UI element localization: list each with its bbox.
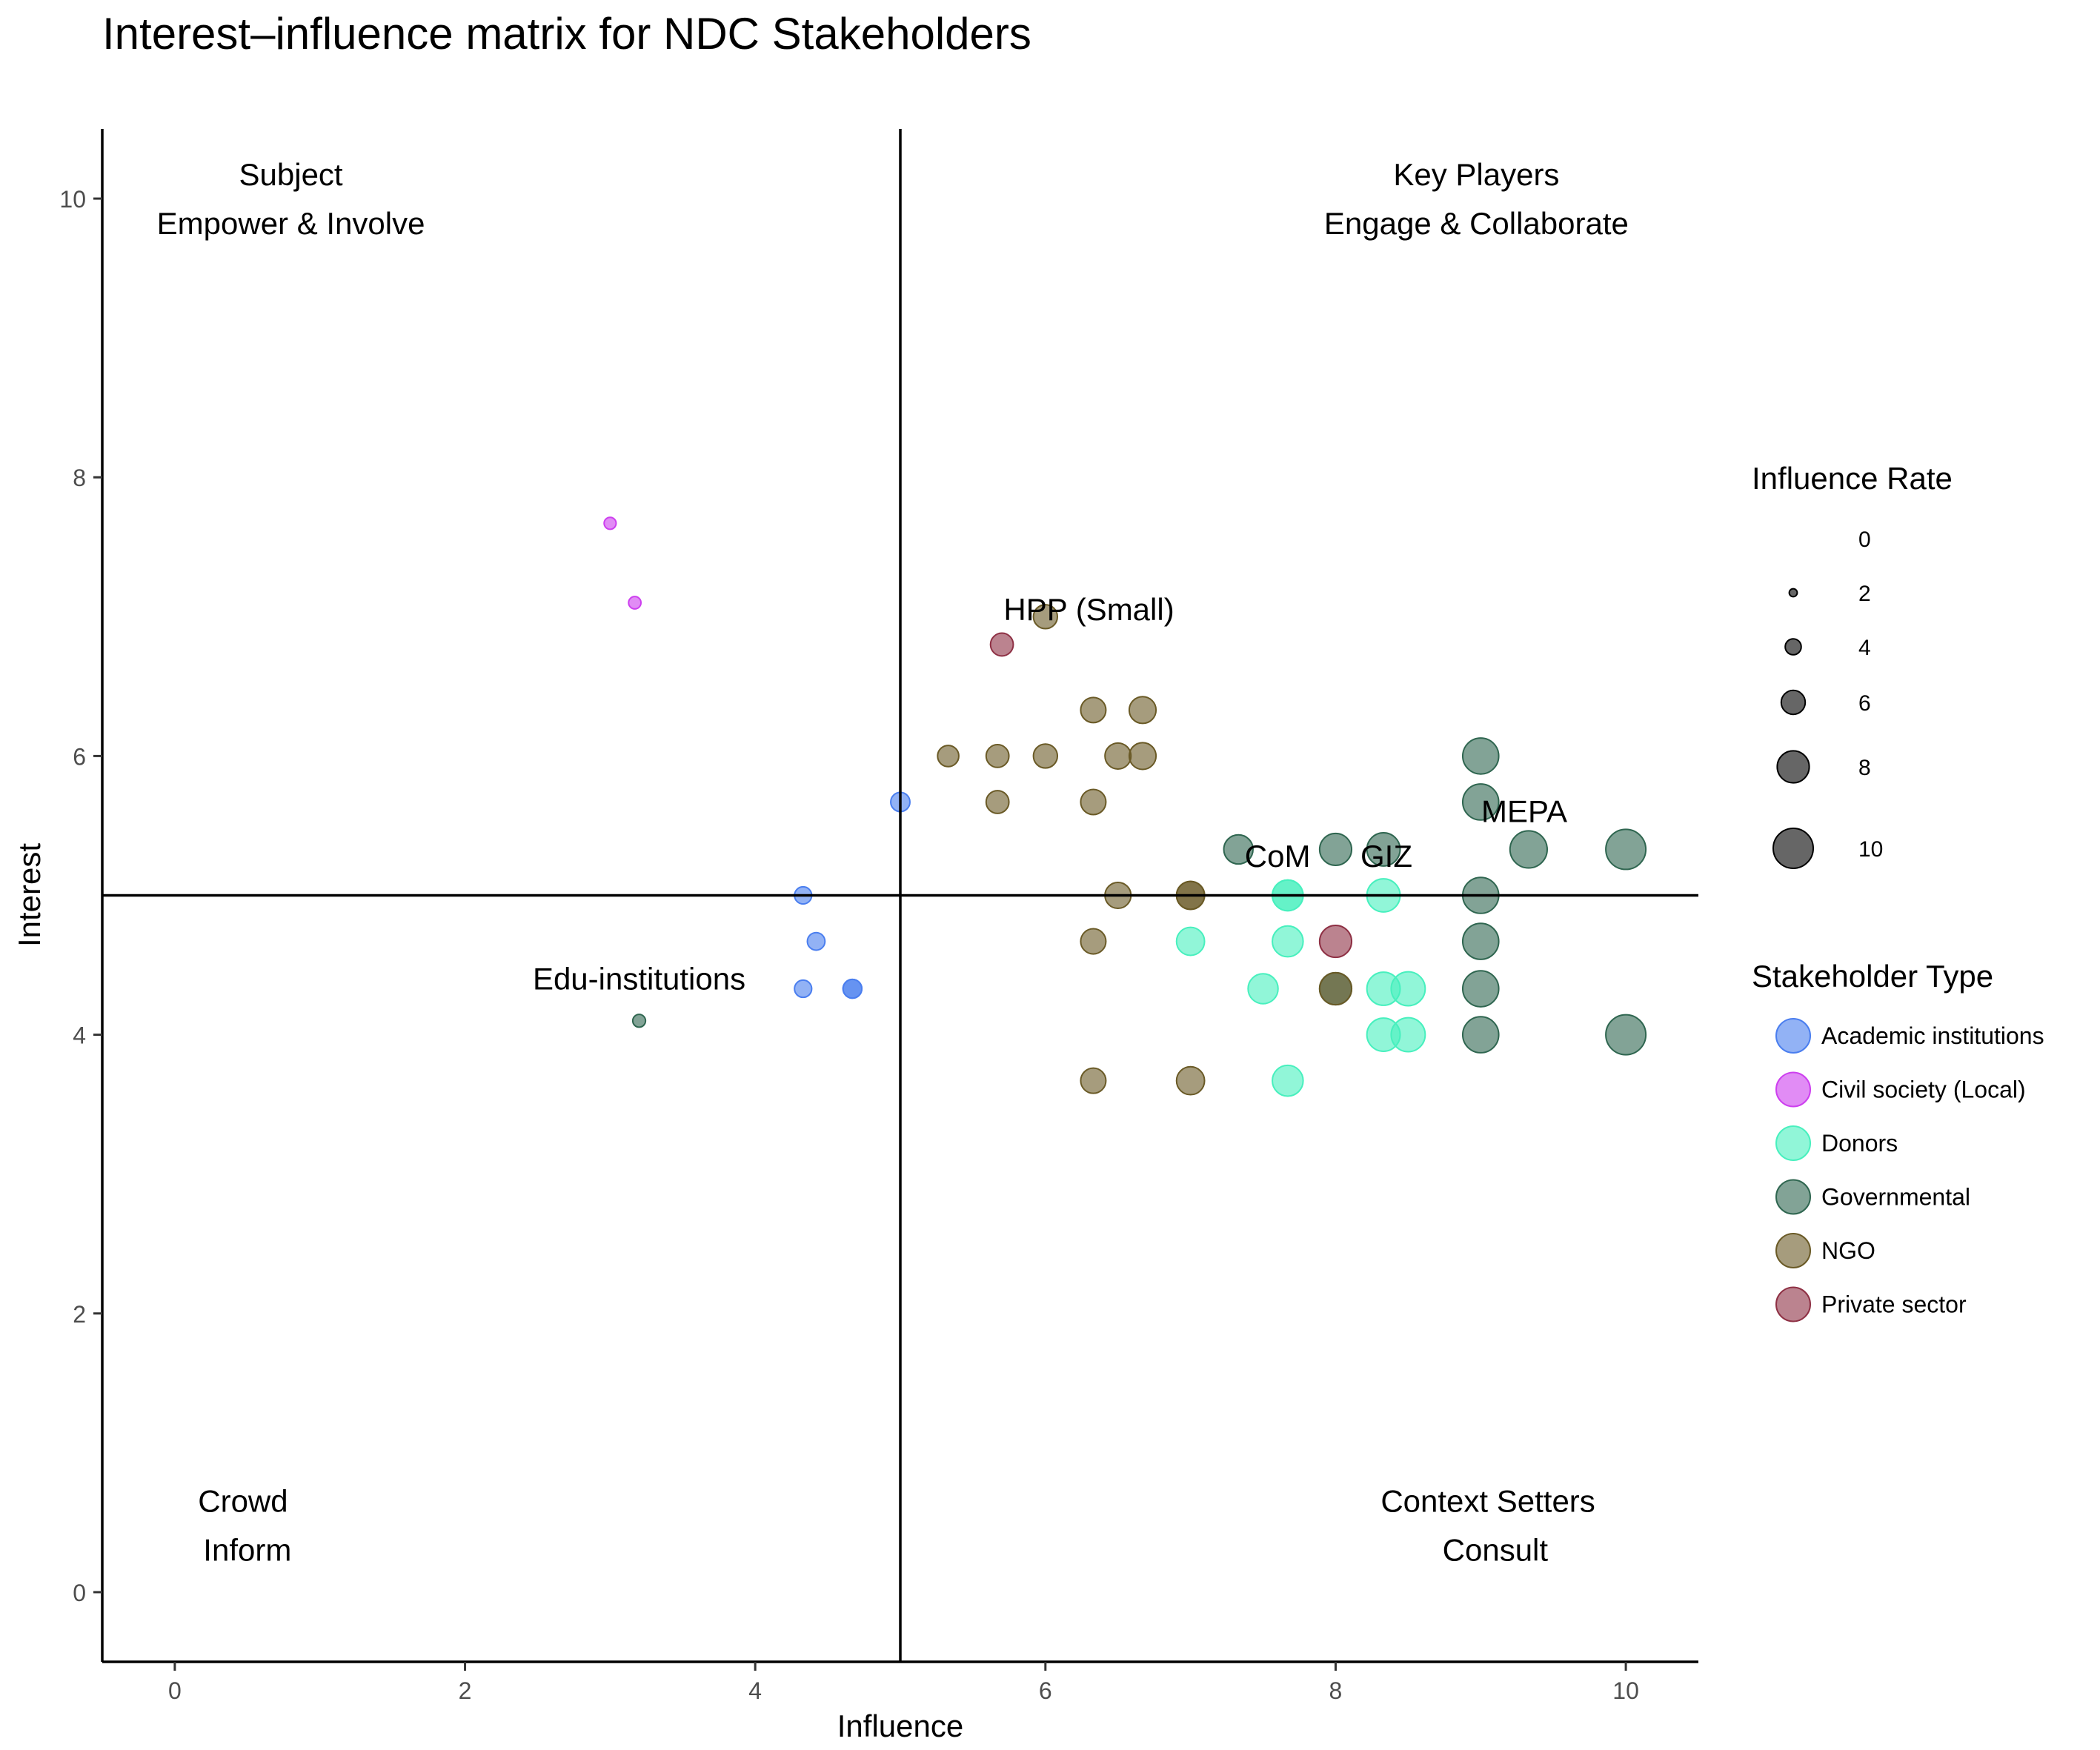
annotation-mepa: MEPA [1481, 794, 1567, 829]
chart-title: Interest–influence matrix for NDC Stakeh… [102, 9, 1031, 59]
quadrant-label-key-players: Key Players [1393, 157, 1559, 192]
point-ngo [1032, 743, 1059, 769]
point-governmental [1461, 737, 1500, 775]
point-governmental [631, 1014, 647, 1028]
point-governmental [1605, 1014, 1647, 1056]
color-legend-label: Private sector [1821, 1291, 1967, 1318]
size-legend-key [1776, 750, 1810, 784]
point-ngo [1080, 788, 1107, 816]
size-legend-label: 2 [1858, 582, 1871, 606]
x-tick-label: 2 [459, 1677, 472, 1704]
x-tick-label: 8 [1329, 1677, 1343, 1704]
point-ngo [985, 744, 1010, 768]
legends: Influence Rate 0 2 4 6 8 10 Stakeholder Type Aca… [1752, 461, 2044, 1323]
color-legend-label: Governmental [1821, 1184, 1970, 1211]
point-governmental [1509, 830, 1549, 869]
point-academic-institutions [806, 931, 826, 951]
size-legend-key [1780, 689, 1807, 716]
size-legend-label: 8 [1858, 756, 1871, 780]
y-axis-label: Interest [12, 843, 47, 947]
point-governmental [1366, 832, 1401, 867]
point-governmental [1461, 1016, 1500, 1054]
point-ngo [1080, 928, 1107, 955]
point-donors [1390, 971, 1426, 1007]
annotation-hpp-small: HPP (Small) [1003, 592, 1174, 627]
point-academic-institutions [794, 979, 813, 999]
point-ngo [937, 745, 960, 768]
color-legend-key-donors [1775, 1125, 1811, 1161]
y-tick-label: 6 [73, 743, 86, 770]
point-donors [1175, 926, 1206, 956]
x-tick-label: 0 [168, 1677, 182, 1704]
color-legend-label: Donors [1821, 1130, 1898, 1157]
point-governmental [1461, 970, 1500, 1008]
point-donors [1272, 925, 1304, 958]
point-ngo [1080, 1067, 1107, 1094]
point-ngo [985, 790, 1010, 814]
point-ngo [1104, 742, 1132, 770]
point-donors [1247, 973, 1279, 1005]
y-tick-label: 10 [59, 186, 86, 213]
point-governmental [1461, 783, 1500, 821]
quadrant-label-crowd: Crowd [198, 1484, 288, 1519]
point-ngo [1128, 742, 1157, 771]
point-ngo [1080, 696, 1107, 724]
point-ngo [1318, 971, 1353, 1006]
point-governmental [1318, 832, 1353, 867]
size-legend-key [1784, 638, 1802, 656]
color-legend-key-civil-society-local [1775, 1071, 1811, 1108]
x-tick-label: 6 [1039, 1677, 1052, 1704]
quadrant-label-context-setters: Context Setters [1380, 1484, 1595, 1519]
x-tick-label: 4 [748, 1677, 762, 1704]
points-layer [603, 516, 1647, 1097]
y-tick-label: 0 [73, 1580, 86, 1606]
quadrant-label-key-players-action: Engage & Collaborate [1324, 206, 1629, 241]
annotation-edu-institutions: Edu-institutions [533, 961, 745, 996]
quadrant-label-subject-action: Empower & Involve [157, 206, 425, 241]
color-legend-label: Academic institutions [1821, 1022, 2044, 1049]
x-tick-label: 10 [1612, 1677, 1639, 1704]
point-governmental [1461, 922, 1500, 960]
point-governmental [1605, 828, 1647, 871]
axes: 0 2 4 6 8 10 0 2 4 6 8 10 [59, 129, 1698, 1704]
point-private-sector [1318, 924, 1353, 959]
point-ngo [1128, 696, 1157, 725]
size-legend-title: Influence Rate [1752, 461, 1953, 496]
y-tick-label: 2 [73, 1301, 86, 1328]
color-legend-label: NGO [1821, 1237, 1875, 1264]
point-civil-society-local [603, 516, 617, 530]
quadrant-label-subject: Subject [239, 157, 343, 192]
quadrant-label-context-setters-action: Consult [1443, 1533, 1549, 1568]
text-labels: Subject Empower & Involve Key Players Engag… [157, 157, 1629, 1567]
point-civil-society-local [628, 596, 642, 610]
x-axis-label: Influence [837, 1709, 963, 1743]
annotation-com: CoM [1245, 839, 1311, 874]
point-academic-institutions [842, 978, 863, 999]
point-ngo [1032, 604, 1059, 630]
size-legend-label: 10 [1858, 837, 1883, 862]
color-legend-key-ngo [1775, 1233, 1811, 1268]
size-legend-label: 0 [1858, 528, 1871, 552]
size-legend-label: 6 [1858, 691, 1871, 716]
y-tick-label: 8 [73, 465, 86, 491]
point-donors [1272, 1064, 1304, 1097]
color-legend-label: Civil society (Local) [1821, 1077, 2026, 1103]
color-legend-key-private-sector [1775, 1286, 1811, 1323]
color-legend-key-academic-institutions [1775, 1018, 1811, 1054]
point-donors [1390, 1017, 1426, 1053]
reference-lines [102, 129, 1698, 1662]
y-tick-label: 4 [73, 1022, 86, 1049]
color-legend-title: Stakeholder Type [1752, 959, 1993, 994]
color-legend-key-governmental [1775, 1179, 1811, 1215]
point-governmental [1223, 834, 1254, 865]
point-ngo [1175, 1065, 1206, 1096]
size-legend-key [1772, 828, 1814, 869]
size-legend-label: 4 [1858, 636, 1871, 660]
size-legend-key [1788, 588, 1798, 598]
quadrant-label-crowd-action: Inform [203, 1533, 291, 1568]
annotation-giz: GIZ [1360, 839, 1412, 874]
point-private-sector [989, 632, 1014, 657]
